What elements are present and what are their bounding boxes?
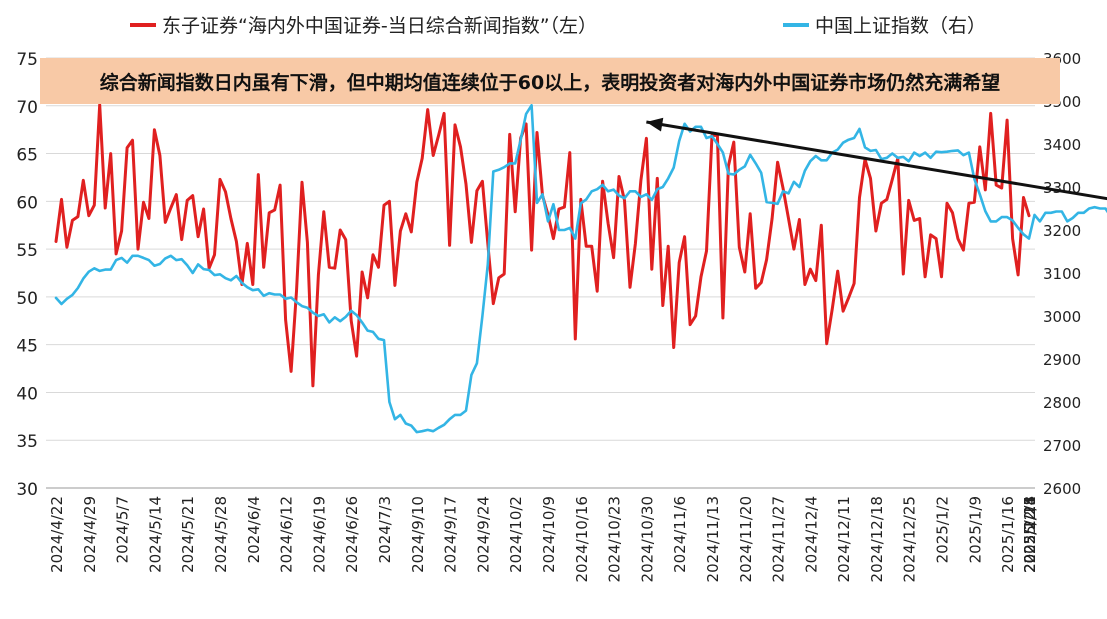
annotation-group: 综合新闻指数日内虽有下滑，但中期均值连续位于60以上，表明投资者对海内外中国证券… — [40, 58, 1107, 201]
x-tick-label: 2025/1/16 — [999, 496, 1017, 573]
trend-arrow-head — [646, 117, 664, 132]
grid — [46, 57, 1035, 489]
x-tick-label: 2024/12/4 — [802, 496, 820, 573]
x-tick-label: 2024/5/7 — [114, 496, 132, 563]
x-tick-label: 2024/6/12 — [278, 496, 296, 573]
y-left-tick-label: 65 — [16, 146, 38, 166]
axes: 30 35 40 45 50 55 60 65 70 75 2600 2700 2800 2900 3000… — [16, 50, 1081, 582]
x-tick-label: 2024/10/30 — [638, 496, 656, 582]
y-right-tick-label: 3100 — [1043, 265, 1081, 283]
y-left-tick-label: 35 — [16, 432, 38, 452]
x-tick-label: 2024/6/19 — [310, 496, 328, 573]
x-tick-label: 2024/5/14 — [146, 496, 164, 573]
y-right-tick-label: 2600 — [1043, 480, 1081, 498]
x-tick-label: 2025/2/25 — [1021, 496, 1039, 573]
y-left-tick-label: 50 — [16, 289, 38, 309]
y-right-tick-label: 3200 — [1043, 222, 1081, 240]
x-tick-label: 2024/5/28 — [212, 496, 230, 573]
x-tick-label: 2024/10/2 — [507, 496, 525, 573]
y-left-tick-label: 40 — [16, 384, 38, 404]
trend-arrow-line — [646, 120, 1107, 201]
x-tick-label: 2024/6/4 — [245, 496, 263, 563]
x-tick-label: 2024/12/25 — [901, 496, 919, 582]
x-tick-label: 2024/5/21 — [179, 496, 197, 573]
y-left-tick-label: 45 — [16, 337, 38, 357]
x-tick-label: 2025/1/23 — [1021, 496, 1039, 573]
shanghai-index-line — [54, 104, 1107, 434]
x-tick-label: 2024/11/27 — [770, 496, 788, 582]
x-tick-label: 2024/7/3 — [376, 496, 394, 563]
x-tick-label: 2024/11/13 — [704, 496, 722, 582]
series — [54, 103, 1107, 434]
y-left-tick-label: 75 — [16, 50, 38, 70]
y-left-tick-label: 70 — [16, 98, 38, 118]
y-right-tick-label: 3400 — [1043, 136, 1081, 154]
annotation-text: 综合新闻指数日内虽有下滑，但中期均值连续位于60以上，表明投资者对海内外中国证券… — [100, 71, 1000, 94]
legend: 东子证券“海内外中国证券-当日综合新闻指数”（左） 中国上证指数（右） — [130, 15, 986, 37]
x-tick-label: 2025/1/2 — [934, 496, 952, 563]
x-tick-label: 2024/12/18 — [868, 496, 886, 582]
annotation-box — [40, 58, 1060, 104]
x-tick-label: 2024/10/16 — [573, 496, 591, 582]
x-tick-label: 2025/2/18 — [1021, 496, 1039, 573]
legend-label: 中国上证指数（右） — [815, 15, 986, 37]
x-tick-label: 2024/9/17 — [442, 496, 460, 573]
x-tick-label: 2024/4/29 — [81, 496, 99, 573]
x-tick-label: 2024/12/11 — [835, 496, 853, 582]
x-tick-label: 2024/10/9 — [540, 496, 558, 573]
x-tick-label: 2024/4/22 — [48, 496, 66, 573]
y-right-tick-label: 2900 — [1043, 351, 1081, 369]
x-tick-label: 2024/6/26 — [343, 496, 361, 573]
x-tick-label: 2024/11/20 — [737, 496, 755, 582]
x-tick-label: 2025/2/11 — [1021, 496, 1039, 573]
y-left-tick-label: 55 — [16, 241, 38, 261]
x-tick-label: 2024/11/6 — [671, 496, 689, 573]
y-left-tick-label: 30 — [16, 480, 38, 500]
legend-label: 东子证券“海内外中国证券-当日综合新闻指数”（左） — [162, 15, 597, 37]
y-right-tick-label: 2700 — [1043, 437, 1081, 455]
x-tick-label: 2025/2/4 — [1021, 496, 1039, 563]
x-tick-label: 2024/9/10 — [409, 496, 427, 573]
x-tick-label: 2024/10/23 — [606, 496, 624, 582]
x-tick-label: 2024/9/24 — [474, 496, 492, 573]
y-right-tick-label: 2800 — [1043, 394, 1081, 412]
y-right-tick-label: 3000 — [1043, 308, 1081, 326]
news-index-line — [54, 103, 1031, 388]
y-left-tick-label: 60 — [16, 193, 38, 213]
x-tick-label: 2025/1/9 — [966, 496, 984, 563]
